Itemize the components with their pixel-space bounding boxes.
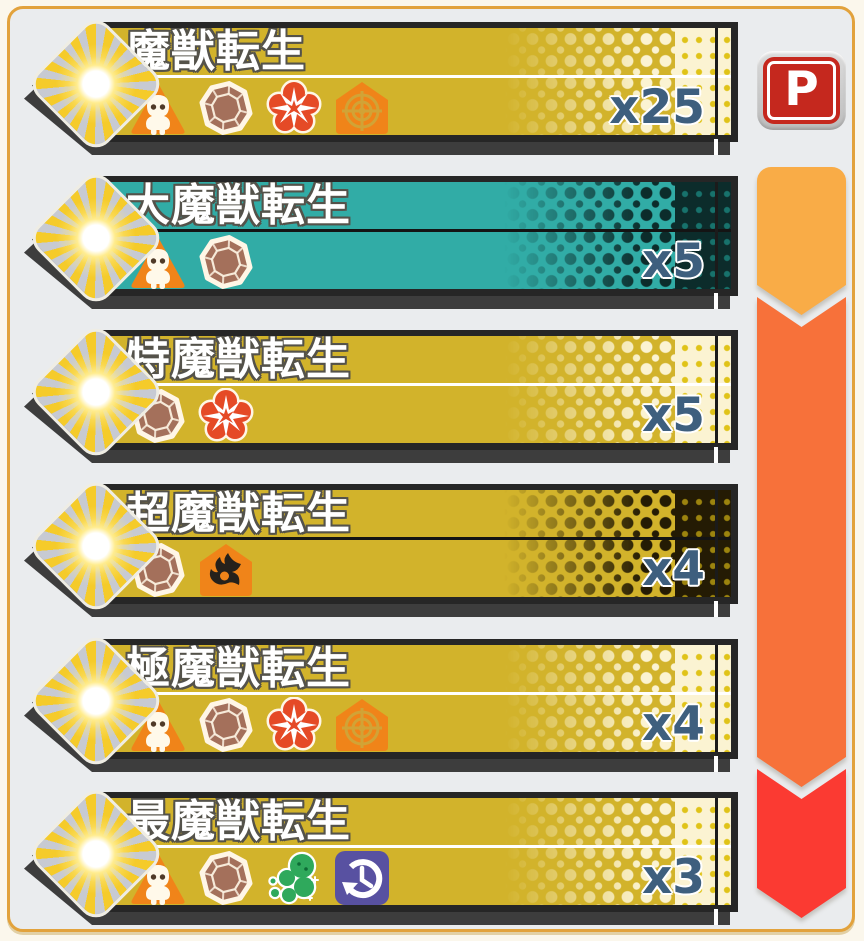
attempt-count: x5 — [641, 388, 705, 443]
time-icon — [334, 850, 390, 906]
halftone-strip — [675, 28, 731, 135]
attempt-count: x5 — [641, 234, 705, 289]
content-panel — [7, 6, 855, 932]
halftone-strip — [675, 182, 731, 289]
difficulty-arrow-orange — [757, 297, 846, 787]
halftone-fade — [504, 645, 679, 752]
quest-banner[interactable]: 大魔獣転生 x5 — [24, 167, 738, 309]
reward-icons — [130, 850, 390, 906]
attempt-count: x4 — [641, 697, 705, 752]
target-icon — [334, 80, 390, 136]
reward-icons — [130, 80, 390, 136]
separator-line — [104, 537, 731, 540]
attempt-count: x25 — [609, 80, 705, 135]
explosion-icon — [266, 697, 322, 753]
gem-icon — [198, 234, 254, 290]
difficulty-arrow-amber — [757, 167, 846, 315]
reward-icons — [130, 697, 390, 753]
perforation-tick — [714, 601, 718, 617]
quest-title: 特魔獣転生 — [126, 334, 351, 385]
quest-title: 最魔獣転生 — [126, 796, 351, 847]
perforation-tick — [714, 139, 718, 155]
halftone-strip — [675, 336, 731, 443]
halftone-strip — [675, 798, 731, 905]
halftone-fade — [504, 28, 679, 135]
quest-banner[interactable]: 最魔獣転生 x3 — [24, 783, 738, 925]
p-button[interactable]: P — [757, 51, 846, 130]
halftone-fade — [504, 336, 679, 443]
perforation-line — [715, 798, 718, 905]
explosion-icon — [198, 388, 254, 444]
quest-banner[interactable]: 魔獣転生 x25 — [24, 13, 738, 155]
p-icon: P — [763, 57, 840, 124]
arrow-segment — [757, 769, 846, 918]
perforation-line — [715, 182, 718, 289]
perforation-tick — [714, 909, 718, 925]
fire-icon — [198, 542, 254, 598]
explosion-icon — [266, 80, 322, 136]
quest-title: 魔獣転生 — [126, 26, 306, 77]
separator-line — [104, 75, 731, 78]
separator-line — [104, 845, 731, 848]
separator-line — [104, 692, 731, 695]
arrow-segment — [757, 167, 846, 315]
perforation-tick — [714, 756, 718, 772]
perforation-line — [715, 645, 718, 752]
gem-icon — [198, 697, 254, 753]
separator-line — [104, 229, 731, 232]
quest-title: 極魔獣転生 — [126, 643, 351, 694]
halftone-strip — [675, 645, 731, 752]
quest-banner[interactable]: 極魔獣転生 x4 — [24, 630, 738, 772]
attempt-count: x3 — [641, 850, 705, 905]
halftone-strip — [675, 490, 731, 597]
halftone-fade — [504, 798, 679, 905]
p-icon-label: P — [784, 62, 819, 117]
halftone-fade — [504, 490, 679, 597]
perforation-tick — [714, 447, 718, 463]
perforation-line — [715, 490, 718, 597]
perforation-line — [715, 28, 718, 135]
halftone-fade — [504, 182, 679, 289]
quest-banner[interactable]: 超魔獣転生 x4 — [24, 475, 738, 617]
gem-icon — [198, 80, 254, 136]
perforation-tick — [714, 293, 718, 309]
difficulty-arrow-red — [757, 769, 846, 918]
target-icon — [334, 697, 390, 753]
separator-line — [104, 383, 731, 386]
gem-icon — [198, 850, 254, 906]
attempt-count: x4 — [641, 542, 705, 597]
arrow-segment — [757, 297, 846, 787]
quest-banner[interactable]: 特魔獣転生 x5 — [24, 321, 738, 463]
perforation-line — [715, 336, 718, 443]
slime-icon — [266, 850, 322, 906]
quest-title: 超魔獣転生 — [126, 488, 351, 539]
quest-title: 大魔獣転生 — [126, 180, 351, 231]
